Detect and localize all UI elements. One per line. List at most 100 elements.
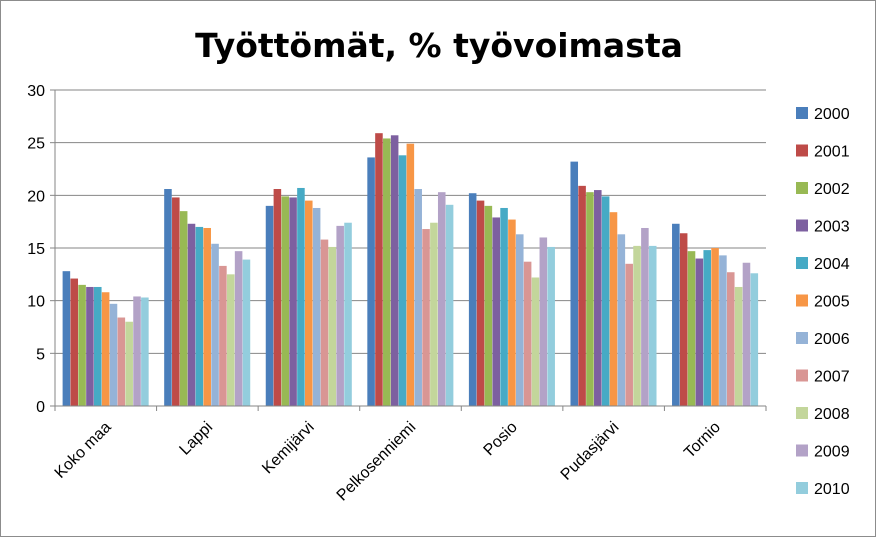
bar-2009-4: [437, 192, 446, 406]
bar-2003-6: [594, 190, 602, 406]
bar-2004-1: [94, 286, 102, 406]
y-tick-label: 20: [27, 188, 45, 205]
bar-2006-4: [414, 189, 422, 406]
legend-swatch-2009: [796, 444, 808, 457]
legend-label-2005: 2005: [814, 294, 850, 311]
y-axis-ticks: 0 5 10 15 20 25 30: [27, 83, 55, 416]
bar-2005-1: [101, 292, 110, 406]
bar-2002-1: [78, 284, 86, 406]
bar-2007-7: [726, 272, 735, 406]
bar-2000-4: [367, 157, 375, 406]
bar-2007-2: [219, 265, 227, 406]
legend-label-2009: 2009: [814, 444, 850, 461]
bar-2008-5: [531, 277, 540, 406]
x-category-label: Koko maa: [52, 419, 115, 482]
bar-2006-2: [211, 243, 219, 406]
bar-2004-2: [195, 226, 204, 406]
bar-2003-4: [390, 135, 399, 406]
bar-2007-5: [523, 261, 532, 406]
bar-2000-5: [468, 193, 477, 406]
bar-2010-2: [242, 259, 251, 406]
x-category-label: Tornio: [681, 419, 724, 462]
bar-2000-6: [570, 161, 579, 406]
legend-label-2006: 2006: [814, 331, 850, 348]
bar-2010-6: [648, 245, 657, 406]
bar-2007-6: [625, 263, 633, 406]
bar-2000-3: [265, 205, 274, 406]
bar-2001-3: [273, 189, 282, 406]
bar-2004-4: [398, 155, 407, 406]
bar-2002-2: [179, 211, 188, 406]
legend-swatch-2006: [796, 332, 808, 344]
bar-2006-3: [312, 207, 321, 406]
legend-label-2001: 2001: [814, 144, 850, 161]
bar-2002-5: [484, 205, 493, 406]
bars: [62, 133, 759, 407]
bar-2001-5: [476, 200, 485, 406]
bar-2000-2: [164, 189, 172, 406]
bar-2006-6: [617, 234, 626, 406]
legend-label-2004: 2004: [814, 256, 850, 273]
bar-2008-1: [125, 321, 133, 406]
legend-label-2007: 2007: [814, 369, 850, 386]
bar-2001-1: [70, 278, 79, 406]
y-tick-label: 30: [27, 83, 45, 100]
bar-2007-4: [422, 229, 430, 406]
bar-2005-2: [203, 227, 211, 406]
bar-2006-5: [515, 234, 524, 406]
bar-2010-7: [750, 273, 759, 406]
bar-2008-4: [430, 222, 438, 406]
bar-2010-3: [344, 222, 352, 406]
legend-swatch-2010: [796, 482, 808, 494]
bar-2007-1: [117, 317, 126, 406]
x-category-label: Kemijärvi: [259, 419, 318, 478]
bar-2008-3: [328, 246, 337, 406]
legend-swatch-2001: [796, 144, 808, 157]
bar-2006-7: [719, 255, 727, 406]
legend-swatch-2002: [796, 182, 808, 194]
legend-swatch-2003: [796, 219, 808, 232]
legend-swatch-2004: [796, 257, 808, 269]
bar-2010-5: [547, 246, 555, 406]
legend-swatch-2007: [796, 369, 808, 382]
bar-2003-2: [187, 223, 196, 406]
legend-label-2002: 2002: [814, 181, 850, 198]
y-tick-label: 25: [27, 136, 45, 153]
legend: 2000 2001 2002 2003 2004 2005 2006 2007 2008 2009…: [796, 106, 850, 498]
bar-2005-7: [711, 248, 719, 406]
legend-swatch-2000: [796, 107, 808, 119]
y-tick-label: 15: [27, 241, 45, 258]
bar-2001-4: [375, 133, 383, 407]
bar-2004-5: [500, 207, 508, 406]
bar-2003-3: [289, 197, 297, 406]
bar-2004-7: [703, 250, 711, 406]
bar-2000-7: [672, 223, 680, 406]
bar-2002-7: [687, 251, 696, 406]
bar-2009-7: [742, 262, 751, 406]
bar-2008-2: [226, 274, 235, 406]
bar-2003-5: [492, 217, 500, 406]
y-tick-label: 5: [36, 346, 45, 363]
x-category-label: Posio: [481, 419, 521, 459]
legend-label-2000: 2000: [814, 106, 850, 123]
bar-2002-3: [281, 196, 290, 406]
bar-2004-3: [297, 187, 305, 406]
bar-2009-3: [336, 225, 344, 406]
bar-2010-1: [141, 297, 149, 406]
legend-label-2010: 2010: [814, 481, 850, 498]
bar-2005-5: [508, 219, 516, 406]
bar-2001-6: [578, 185, 586, 406]
bar-2005-4: [406, 143, 415, 406]
bar-2005-6: [609, 212, 618, 406]
bar-2002-6: [586, 192, 594, 406]
legend-swatch-2008: [796, 407, 808, 419]
bar-2001-2: [172, 197, 180, 406]
bar-2009-5: [539, 237, 548, 406]
bar-2001-7: [679, 233, 688, 406]
legend-label-2003: 2003: [814, 219, 850, 236]
x-category-label: Pelkosenniemi: [334, 419, 420, 505]
bar-2007-3: [320, 239, 329, 406]
bar-2008-7: [734, 286, 743, 406]
